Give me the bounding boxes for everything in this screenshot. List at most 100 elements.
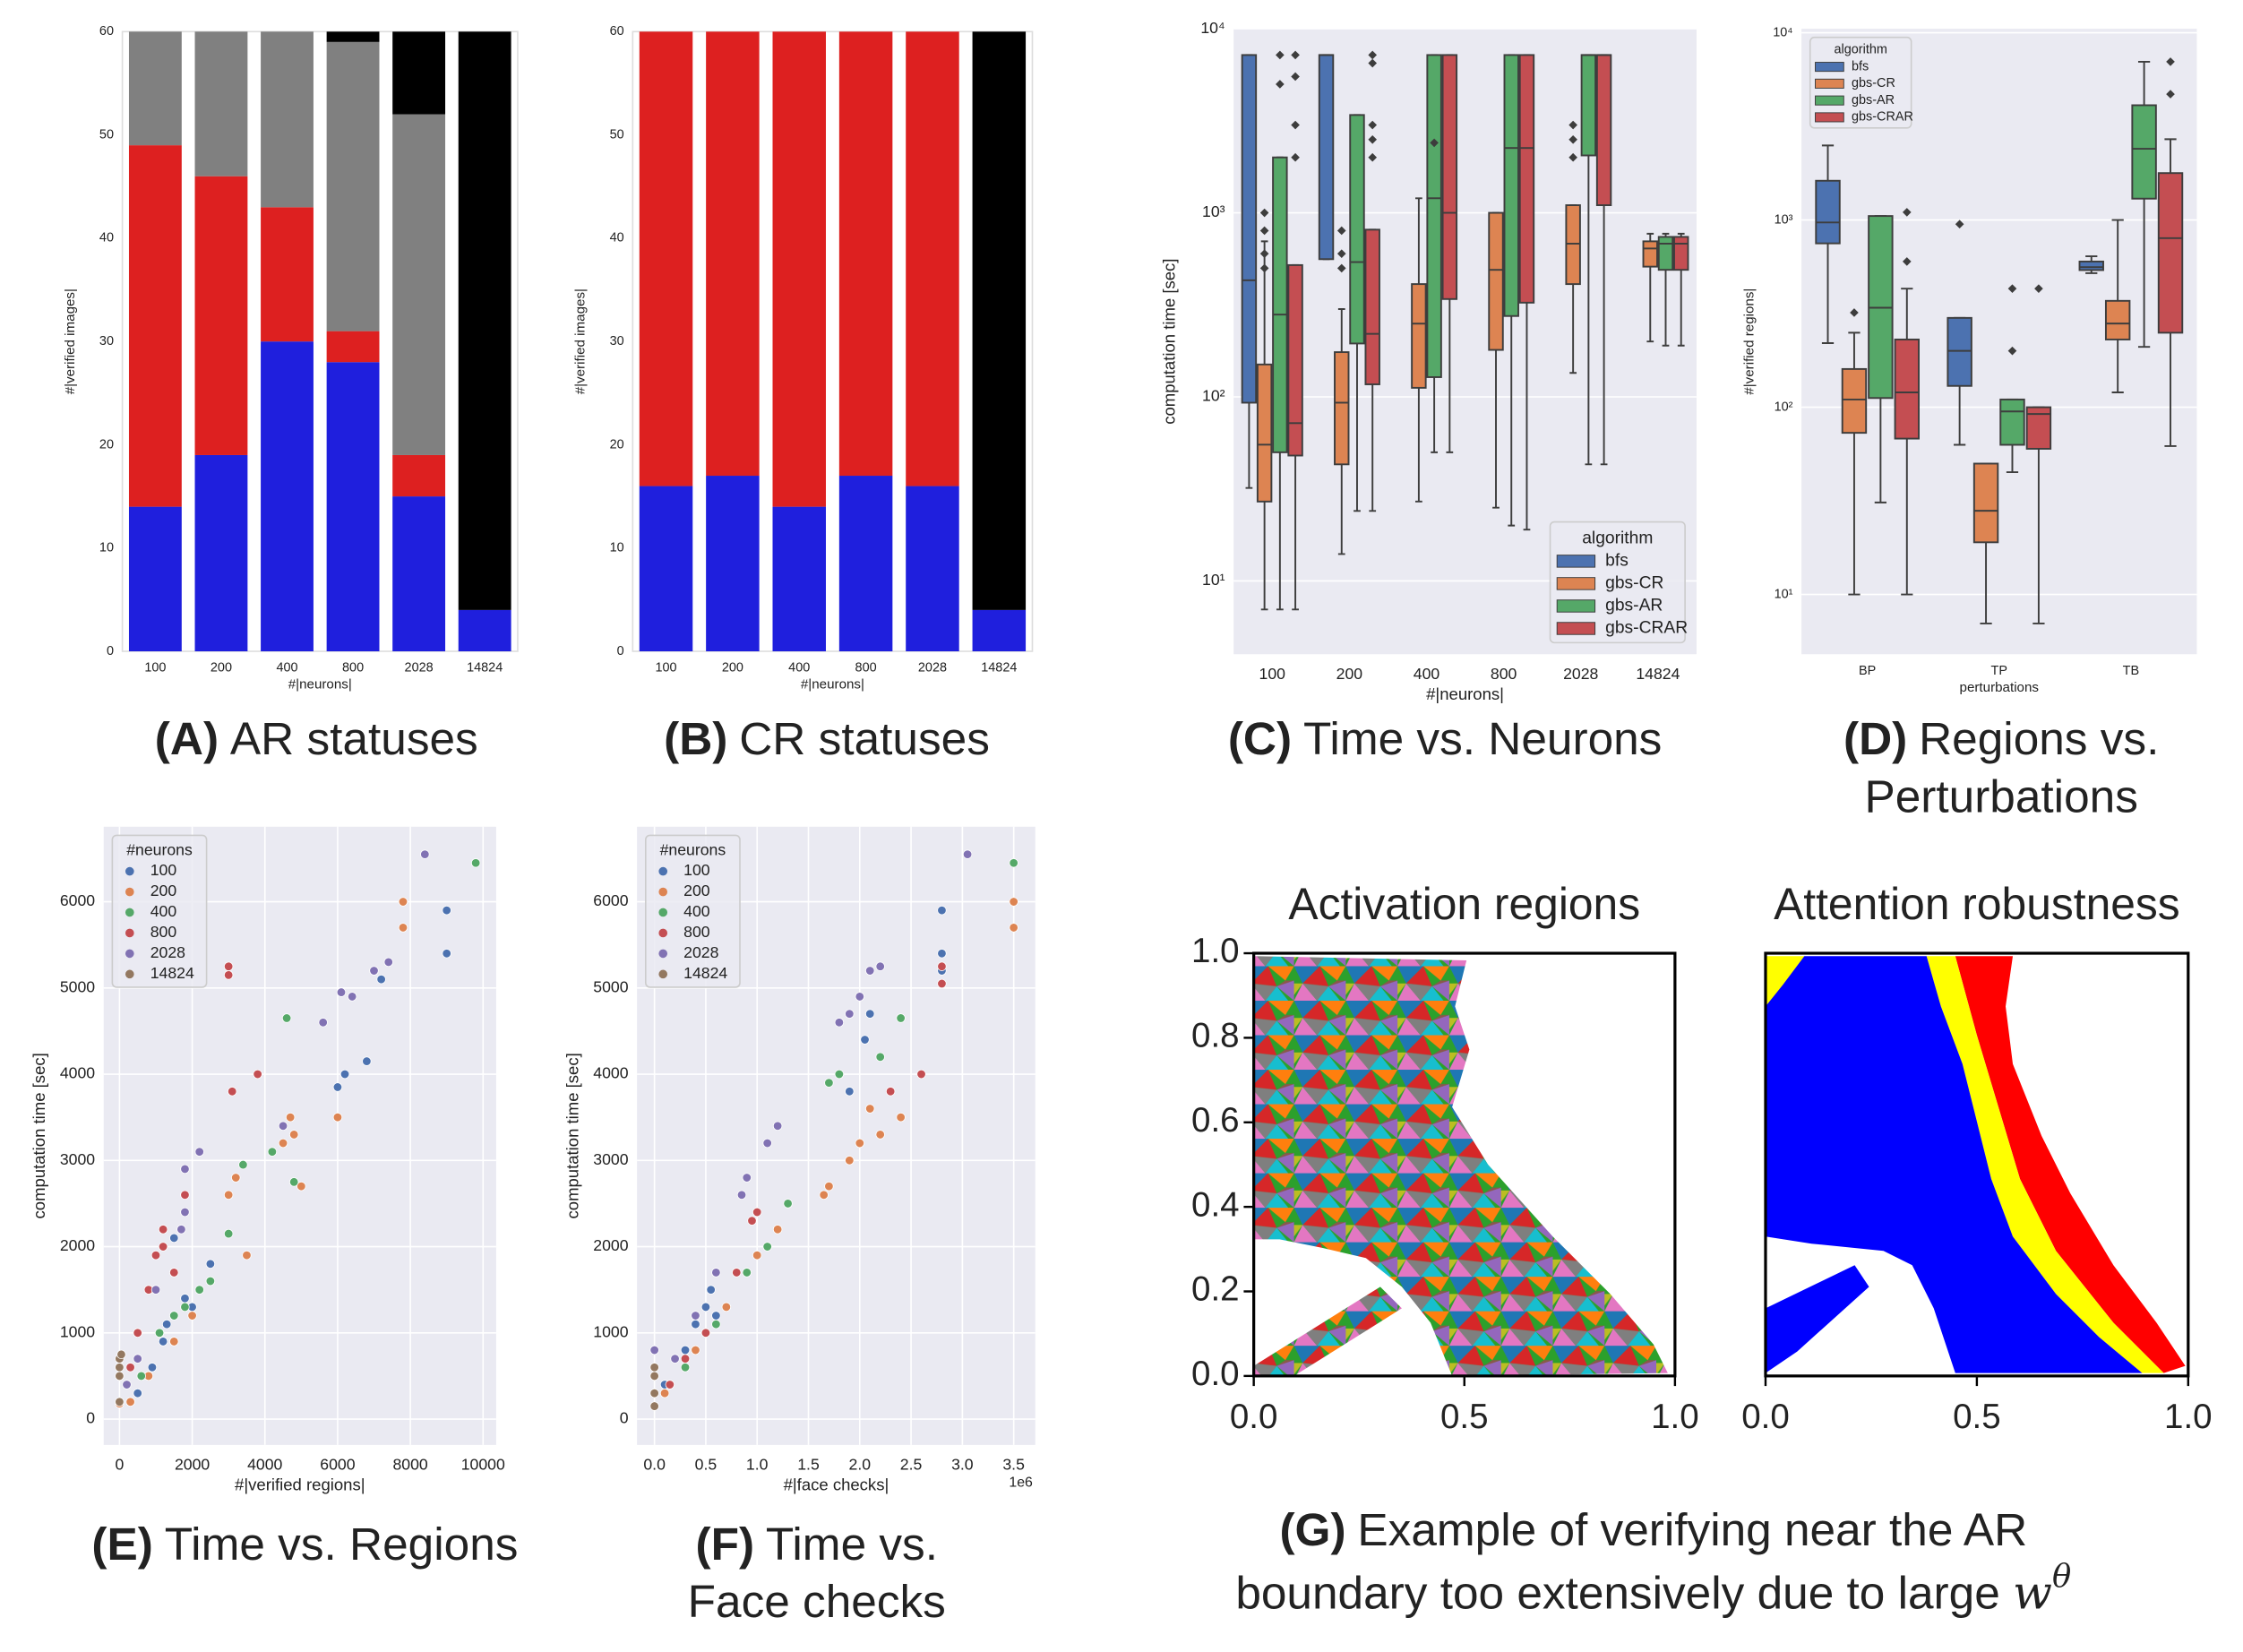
box [1894, 338, 1920, 440]
whisker [2006, 444, 2019, 474]
point [194, 1147, 204, 1157]
point [962, 849, 973, 859]
caption-label: (F) [696, 1518, 755, 1569]
whisker [2164, 332, 2177, 447]
caption-label: (A) [155, 713, 219, 764]
point [398, 897, 408, 907]
point [819, 1190, 829, 1200]
box [1565, 204, 1581, 286]
x-tick-label: 0.0 [643, 1456, 666, 1474]
point [347, 992, 357, 1002]
x-tick-label: 100 [655, 661, 676, 675]
whisker [1585, 155, 1593, 466]
whisker [2137, 60, 2151, 106]
legend-swatch [1556, 622, 1596, 635]
whisker [1354, 343, 1361, 512]
point [278, 1121, 288, 1131]
point [772, 1121, 783, 1131]
outlier [1259, 208, 1269, 218]
x-axis-label: #|neurons| [801, 677, 864, 693]
point [205, 1259, 216, 1269]
point [154, 1328, 165, 1338]
y-tick-label: 5000 [593, 977, 628, 995]
x-tick-label: 1.0 [2164, 1398, 2213, 1436]
point [1009, 897, 1018, 907]
point [115, 1363, 125, 1372]
caption-line: Time vs. [766, 1518, 938, 1569]
outlier [1368, 50, 1378, 60]
point [223, 1190, 234, 1200]
y-tick-label: 10² [1202, 387, 1225, 405]
bar-segment [392, 31, 446, 115]
x-tick-label: 2028 [1563, 665, 1598, 683]
point [700, 1302, 711, 1312]
caption-line: CR statuses [739, 713, 990, 764]
point [845, 1156, 855, 1166]
point [711, 1319, 721, 1329]
point [169, 1268, 179, 1278]
point [442, 949, 451, 959]
box [1595, 54, 1612, 207]
outlier [2007, 284, 2017, 293]
point [158, 1242, 168, 1252]
point [680, 1363, 691, 1372]
outlier [1276, 80, 1285, 89]
y-tick-label: 0.4 [1191, 1185, 1240, 1224]
x-tick-label: 2.5 [900, 1456, 923, 1474]
point [875, 961, 885, 971]
box [1349, 114, 1365, 345]
y-axis-label: computation time [sec] [563, 1053, 581, 1218]
point [180, 1294, 190, 1304]
legend-box [644, 834, 741, 988]
point [762, 1138, 772, 1149]
y-tick-label: 5000 [60, 977, 95, 995]
outlier [2166, 90, 2175, 99]
legend-label: bfs [1605, 551, 1629, 570]
point [285, 1112, 296, 1123]
legend-swatch [1815, 112, 1844, 123]
legend-swatch [125, 949, 134, 959]
legend-swatch [658, 928, 668, 938]
point [150, 1285, 161, 1295]
whisker [2032, 448, 2045, 624]
whisker [1337, 464, 1345, 555]
box [1503, 54, 1519, 317]
x-axis-label: #|verified regions| [235, 1476, 365, 1494]
y-tick-label: 1000 [593, 1322, 628, 1340]
caption-line: Regions vs. [1919, 713, 2159, 764]
legend-label: 14824 [150, 964, 194, 982]
point [267, 1147, 278, 1157]
y-tick-label: 1000 [60, 1322, 95, 1340]
point [649, 1371, 659, 1381]
legend-label: 2028 [150, 943, 185, 961]
y-axis-label: computation time [sec] [1159, 259, 1178, 425]
point [125, 1363, 135, 1372]
legend-swatch [125, 887, 134, 897]
point [376, 974, 386, 985]
whisker [1415, 197, 1422, 285]
legend-box [1549, 521, 1686, 644]
y-tick-label: 10⁴ [1200, 19, 1225, 37]
whisker [1874, 398, 1887, 503]
whisker [1245, 402, 1253, 489]
x-tick-label: 14824 [467, 661, 503, 675]
y-tick-label: 20 [610, 437, 624, 452]
outlier [1259, 249, 1269, 258]
y-tick-label: 20 [99, 437, 114, 452]
whisker [1260, 240, 1268, 365]
bar-segment [772, 506, 826, 652]
legend-label: 200 [150, 882, 177, 899]
point [470, 858, 481, 868]
whisker [2164, 138, 2177, 174]
point [180, 1302, 190, 1312]
box [1947, 316, 1972, 387]
outlier [1368, 58, 1378, 68]
legend-swatch [125, 969, 134, 979]
x-axis-label: perturbations [1960, 680, 2040, 695]
panel-g-caption: (G) Example of verifying near the AR [1279, 1503, 2027, 1554]
point [115, 1397, 125, 1407]
x-tick-label: 0 [115, 1456, 124, 1474]
point [187, 1311, 197, 1321]
x-tick-label: 800 [342, 661, 364, 675]
box [1815, 179, 1841, 245]
